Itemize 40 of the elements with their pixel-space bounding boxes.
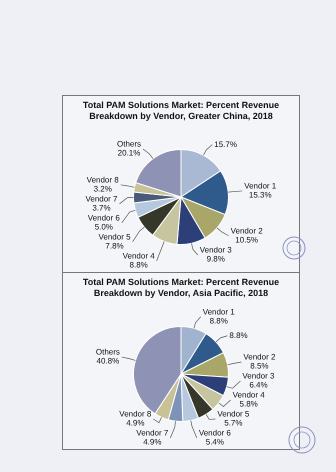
slice-label: Vendor 8 (86, 176, 120, 185)
slice-label: Vendor 8 (119, 410, 152, 419)
data-label: 6.4% (249, 380, 268, 390)
data-label: 15.7% (214, 140, 237, 149)
data-label: 9.8% (206, 254, 225, 264)
slice-label: Vendor 1 (202, 307, 236, 316)
data-label: 5.8% (240, 400, 258, 409)
slice-label: Others (96, 348, 120, 357)
slice-label: Vendor 7 (136, 428, 169, 438)
slice-label: Vendor 6 (198, 428, 232, 438)
slice-label: Vendor 6 (88, 214, 120, 223)
data-label: 8.8% (130, 260, 148, 270)
slice-label: Vendor 7 (85, 194, 118, 204)
data-label: 3.2% (94, 184, 112, 194)
slice-label: Vendor 3 (242, 372, 275, 381)
slice-label: Vendor 2 (230, 226, 264, 236)
data-label: 15.3% (248, 190, 272, 200)
data-label: 20.1% (118, 148, 140, 158)
slice-label: Vendor 4 (122, 252, 156, 261)
slice-label: Vendor 5 (217, 410, 250, 419)
chart-title: Total PAM Solutions Market: Percent Revenue Breakdown by Vendor, Asia Pacific, 2018 (82, 276, 280, 299)
chart-title: Total PAM Solutions Market: Percent Revenue Breakdown by Vendor, Greater China, 2018 (82, 99, 280, 122)
data-label: 5.7% (224, 418, 242, 428)
slice-label: Others (117, 140, 142, 149)
slice-label: Vendor 4 (232, 390, 266, 400)
data-label: 3.7% (92, 204, 111, 213)
data-label: 4.9% (143, 438, 162, 447)
slice-label: Vendor 1 (244, 182, 277, 191)
data-label: 5.0% (94, 222, 113, 232)
slice-label: Vendor 3 (200, 246, 232, 255)
data-label: 7.8% (105, 242, 124, 251)
data-label: 8.5% (250, 362, 269, 371)
slice-label: Vendor 2 (243, 352, 276, 362)
data-label: 8.8% (210, 316, 228, 326)
data-label: 4.9% (126, 418, 144, 428)
data-label: 10.5% (235, 235, 258, 244)
data-label: 5.4% (206, 438, 224, 447)
data-label: 40.8% (96, 356, 120, 366)
data-label: 8.8% (229, 330, 248, 340)
slice-label: Vendor 5 (98, 232, 132, 242)
